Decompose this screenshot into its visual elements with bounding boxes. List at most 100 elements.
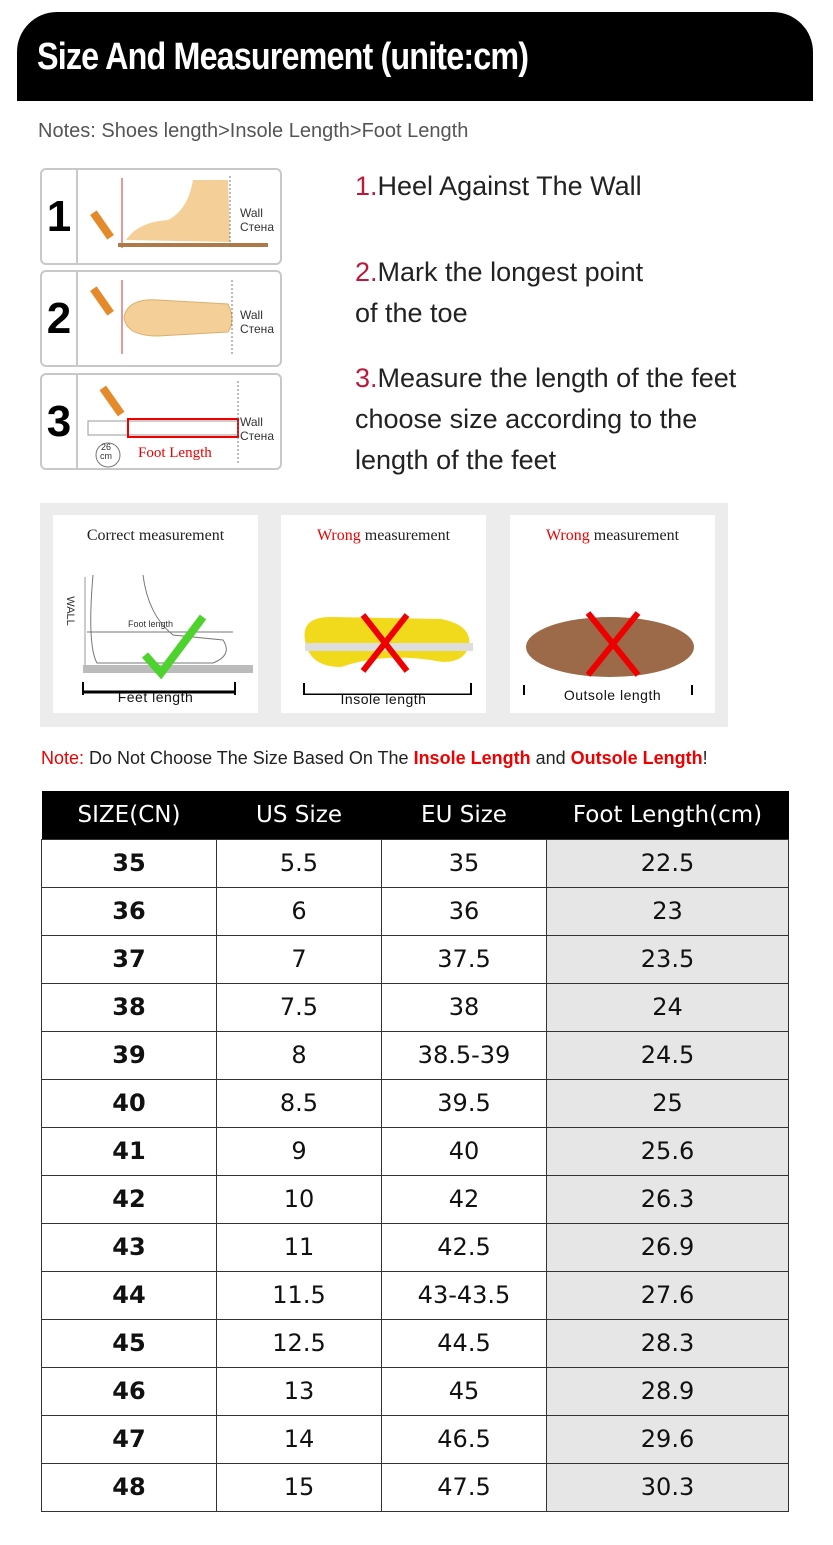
table-row: 45 12.5 44.5 28.3 <box>41 1318 789 1368</box>
eu-size-cell: 38 <box>381 982 547 1032</box>
foot-length-cell: 30.3 <box>546 1462 789 1512</box>
foot-length-cell: 28.9 <box>546 1366 789 1416</box>
foot-length-cell: 26.9 <box>546 1222 789 1272</box>
step-line: length of the feet <box>355 445 557 475</box>
size-cn-cell: 41 <box>41 1126 217 1176</box>
card-title-prefix: Wrong <box>316 527 361 544</box>
note-text: Do Not Choose The Size Based On The <box>84 748 414 768</box>
table-row: 35 5.5 35 22.5 <box>41 838 789 888</box>
us-size-cell: 6 <box>216 886 382 936</box>
ruler-icon <box>87 381 239 468</box>
card-caption: Feet length <box>117 689 194 705</box>
foot-length-cell: 23.5 <box>546 934 789 984</box>
size-cn-cell: 46 <box>41 1366 217 1416</box>
foot-length-cell: 22.5 <box>546 838 789 888</box>
header-bar: Size And Measurement (unite:cm) <box>17 12 813 101</box>
us-size-cell: 7 <box>216 934 382 984</box>
foot-length-cell: 25.6 <box>546 1126 789 1176</box>
size-cn-cell: 44 <box>41 1270 217 1320</box>
step-line: Heel Against The Wall <box>377 171 642 201</box>
size-cn-cell: 40 <box>41 1078 217 1128</box>
us-size-cell: 5.5 <box>216 838 382 888</box>
eu-size-cell: 44.5 <box>381 1318 547 1368</box>
step-3-text: 3.Measure the length of the feet choose s… <box>355 358 736 481</box>
table-row: 46 13 45 28.9 <box>41 1366 789 1416</box>
foot-length-cell: 24 <box>546 982 789 1032</box>
header-eu-size: EU Size <box>381 791 547 839</box>
wall-label: Wall <box>239 206 263 220</box>
note-highlight: Outsole Length <box>570 748 703 768</box>
us-size-cell: 14 <box>216 1414 382 1464</box>
foot-length-label: Foot Length <box>138 445 212 461</box>
us-size-cell: 13 <box>216 1366 382 1416</box>
table-row: 39 8 38.5-39 24.5 <box>41 1030 789 1080</box>
header-size-cn: SIZE(CN) <box>41 791 217 839</box>
table-row: 48 15 47.5 30.3 <box>41 1462 789 1512</box>
foot-length-cell: 24.5 <box>546 1030 789 1080</box>
eu-size-cell: 36 <box>381 886 547 936</box>
step-2-illustration: 2 Wall Стена <box>40 270 282 367</box>
size-cn-cell: 35 <box>41 838 217 888</box>
step-line: of the toe <box>355 298 468 328</box>
us-size-cell: 15 <box>216 1462 382 1512</box>
eu-size-cell: 45 <box>381 1366 547 1416</box>
eu-size-cell: 37.5 <box>381 934 547 984</box>
table-header-row: SIZE(CN) US Size EU Size Foot Length(cm) <box>41 791 789 839</box>
card-title-suffix: measurement <box>589 527 680 544</box>
page-title: Size And Measurement (unite:cm) <box>37 36 529 78</box>
eu-size-cell: 38.5-39 <box>381 1030 547 1080</box>
wall-label: WALL <box>63 596 76 626</box>
insole-cross-icon <box>303 613 473 695</box>
card-title-suffix: measurement <box>360 527 451 544</box>
card-caption: Insole length <box>340 691 427 707</box>
wall-label-ru: Стена <box>239 429 274 443</box>
table-row: 38 7.5 38 24 <box>41 982 789 1032</box>
foot-length-cell: 26.3 <box>546 1174 789 1224</box>
step-2-text: 2.Mark the longest point of the toe <box>355 252 643 334</box>
check-mark-icon <box>82 574 253 695</box>
table-row: 37 7 37.5 23.5 <box>41 934 789 984</box>
step-line: Mark the longest point <box>377 257 644 287</box>
wall-label-ru: Стена <box>239 220 274 234</box>
step-1-illustration: 1 Wall Стена <box>40 168 282 265</box>
size-cn-cell: 36 <box>41 886 217 936</box>
table-row: 47 14 46.5 29.6 <box>41 1414 789 1464</box>
size-cn-cell: 48 <box>41 1462 217 1512</box>
ruler-value: 26 <box>100 442 111 452</box>
note-label: Note: <box>41 748 85 768</box>
table-row: 42 10 42 26.3 <box>41 1174 789 1224</box>
card-title-prefix: Wrong <box>545 527 590 544</box>
step-prefix: 3. <box>355 363 378 393</box>
size-note: Note: Do Not Choose The Size Based On Th… <box>41 748 708 769</box>
us-size-cell: 8.5 <box>216 1078 382 1128</box>
header-foot-length: Foot Length(cm) <box>546 791 789 839</box>
step-1-text: 1.Heel Against The Wall <box>355 166 642 207</box>
correct-measurement-card: Correct measurement WALL Foot length Fee… <box>53 515 258 713</box>
table-row: 44 11.5 43-43.5 27.6 <box>41 1270 789 1320</box>
step-number: 3 <box>42 375 78 468</box>
us-size-cell: 8 <box>216 1030 382 1080</box>
us-size-cell: 10 <box>216 1174 382 1224</box>
note-text: ! <box>702 748 708 768</box>
table-row: 36 6 36 23 <box>41 886 789 936</box>
step-number: 2 <box>42 272 78 365</box>
eu-size-cell: 35 <box>381 838 547 888</box>
note-text: and <box>530 748 571 768</box>
us-size-cell: 11.5 <box>216 1270 382 1320</box>
foot-length-cell: 29.6 <box>546 1414 789 1464</box>
eu-size-cell: 46.5 <box>381 1414 547 1464</box>
us-size-cell: 7.5 <box>216 982 382 1032</box>
wall-label: Wall <box>239 415 263 429</box>
insole-measurement-card: Wrong measurement Insole length <box>281 515 486 713</box>
step-line: choose size according to the <box>355 404 698 434</box>
size-cn-cell: 37 <box>41 934 217 984</box>
us-size-cell: 11 <box>216 1222 382 1272</box>
wall-label: Wall <box>239 308 263 322</box>
size-cn-cell: 47 <box>41 1414 217 1464</box>
foot-length-cell: 27.6 <box>546 1270 789 1320</box>
foot-length-inner-label: Foot length <box>128 619 174 629</box>
size-cn-cell: 43 <box>41 1222 217 1272</box>
step-line: Measure the length of the feet <box>377 363 737 393</box>
card-title-suffix: measurement <box>134 527 225 544</box>
step-number: 1 <box>42 170 78 263</box>
